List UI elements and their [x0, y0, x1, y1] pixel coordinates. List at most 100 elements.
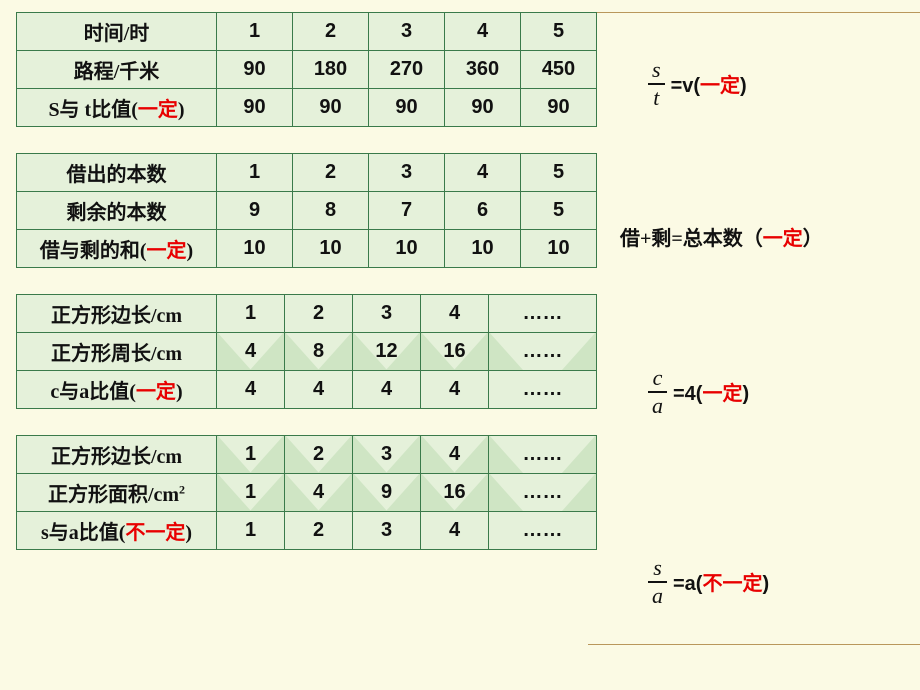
data-table-2: 借出的本数12345剩余的本数98765借与剩的和(一定)1010101010	[16, 153, 597, 268]
data-cell: 90	[521, 89, 597, 127]
formula-1: s t =v(一定)	[648, 58, 747, 110]
table-row: 路程/千米90180270360450	[17, 51, 597, 89]
data-cell: 1	[217, 436, 285, 474]
denominator: a	[648, 394, 667, 418]
data-cell: 1	[217, 154, 293, 192]
formula-text: 借+剩=总本数（一定）	[620, 222, 823, 251]
data-cell: 16	[421, 474, 489, 512]
data-cell: 5	[521, 192, 597, 230]
data-table-1: 时间/时12345路程/千米90180270360450S与 t比值(一定)90…	[16, 12, 597, 127]
data-cell: 90	[369, 89, 445, 127]
data-cell: 1	[217, 512, 285, 550]
table-row: S与 t比值(一定)9090909090	[17, 89, 597, 127]
data-cell: 10	[293, 230, 369, 268]
data-cell: 9	[217, 192, 293, 230]
numerator: c	[649, 366, 667, 390]
data-cell: 4	[421, 295, 489, 333]
data-cell: 1	[217, 474, 285, 512]
row-header: 时间/时	[17, 13, 217, 51]
data-cell: 3	[353, 436, 421, 474]
numerator: s	[649, 556, 666, 580]
denominator: t	[649, 86, 663, 110]
data-cell: 8	[285, 333, 353, 371]
data-table-4: 正方形边长/cm1234……正方形面积/cm214916……s与a比值(不一定)…	[16, 435, 597, 550]
data-cell: 450	[521, 51, 597, 89]
row-header: 正方形边长/cm	[17, 436, 217, 474]
data-cell: 4	[217, 333, 285, 371]
data-cell: 1	[217, 295, 285, 333]
data-cell: ……	[489, 474, 597, 512]
row-header: 剩余的本数	[17, 192, 217, 230]
fraction-icon: s t	[648, 58, 665, 110]
table-row: 正方形面积/cm214916……	[17, 474, 597, 512]
data-cell: 2	[285, 436, 353, 474]
data-cell: 4	[285, 371, 353, 409]
row-header: 正方形边长/cm	[17, 295, 217, 333]
data-cell: 360	[445, 51, 521, 89]
data-cell: 4	[421, 371, 489, 409]
table-row: 剩余的本数98765	[17, 192, 597, 230]
data-cell: ……	[489, 436, 597, 474]
data-cell: 4	[445, 13, 521, 51]
data-cell: 6	[445, 192, 521, 230]
data-cell: 270	[369, 51, 445, 89]
data-cell: ……	[489, 295, 597, 333]
table-row: 正方形周长/cm481216……	[17, 333, 597, 371]
data-cell: 7	[369, 192, 445, 230]
data-cell: 8	[293, 192, 369, 230]
row-header: S与 t比值(一定)	[17, 89, 217, 127]
data-cell: 10	[445, 230, 521, 268]
denominator: a	[648, 584, 667, 608]
numerator: s	[648, 58, 665, 82]
data-table-3: 正方形边长/cm1234……正方形周长/cm481216……c与a比值(一定)4…	[16, 294, 597, 409]
table-row: 借与剩的和(一定)1010101010	[17, 230, 597, 268]
data-cell: 4	[421, 512, 489, 550]
row-header: c与a比值(一定)	[17, 371, 217, 409]
data-cell: 3	[353, 295, 421, 333]
formulas-container: s t =v(一定) 借+剩=总本数（一定） c a =4(一定) s a =a…	[620, 0, 910, 690]
data-cell: 4	[285, 474, 353, 512]
formula-2: 借+剩=总本数（一定）	[620, 222, 823, 251]
data-cell: 10	[217, 230, 293, 268]
formula-text: =v(一定)	[671, 69, 747, 98]
row-header: 正方形面积/cm2	[17, 474, 217, 512]
data-cell: 3	[369, 13, 445, 51]
data-cell: 10	[369, 230, 445, 268]
data-cell: 5	[521, 154, 597, 192]
data-cell: 16	[421, 333, 489, 371]
data-cell: 10	[521, 230, 597, 268]
data-cell: 1	[217, 13, 293, 51]
row-header: s与a比值(不一定)	[17, 512, 217, 550]
table-row: 正方形边长/cm1234……	[17, 436, 597, 474]
formula-text: =a(不一定)	[673, 567, 769, 596]
data-cell: 2	[293, 13, 369, 51]
table-row: 借出的本数12345	[17, 154, 597, 192]
data-cell: 180	[293, 51, 369, 89]
tables-container: 时间/时12345路程/千米90180270360450S与 t比值(一定)90…	[16, 12, 596, 550]
data-cell: 12	[353, 333, 421, 371]
data-cell: ……	[489, 371, 597, 409]
fraction-icon: c a	[648, 366, 667, 418]
data-cell: 2	[285, 512, 353, 550]
formula-text: =4(一定)	[673, 377, 749, 406]
row-header: 路程/千米	[17, 51, 217, 89]
data-cell: 4	[445, 154, 521, 192]
data-cell: ……	[489, 333, 597, 371]
data-cell: 4	[421, 436, 489, 474]
row-header: 正方形周长/cm	[17, 333, 217, 371]
row-header: 借出的本数	[17, 154, 217, 192]
data-cell: 4	[217, 371, 285, 409]
table-row: s与a比值(不一定)1234……	[17, 512, 597, 550]
formula-3: c a =4(一定)	[648, 366, 749, 418]
data-cell: 3	[369, 154, 445, 192]
data-cell: 9	[353, 474, 421, 512]
table-row: 正方形边长/cm1234……	[17, 295, 597, 333]
data-cell: 90	[445, 89, 521, 127]
data-cell: 3	[353, 512, 421, 550]
fraction-icon: s a	[648, 556, 667, 608]
data-cell: 5	[521, 13, 597, 51]
data-cell: 90	[217, 89, 293, 127]
data-cell: 90	[217, 51, 293, 89]
table-row: 时间/时12345	[17, 13, 597, 51]
data-cell: 4	[353, 371, 421, 409]
